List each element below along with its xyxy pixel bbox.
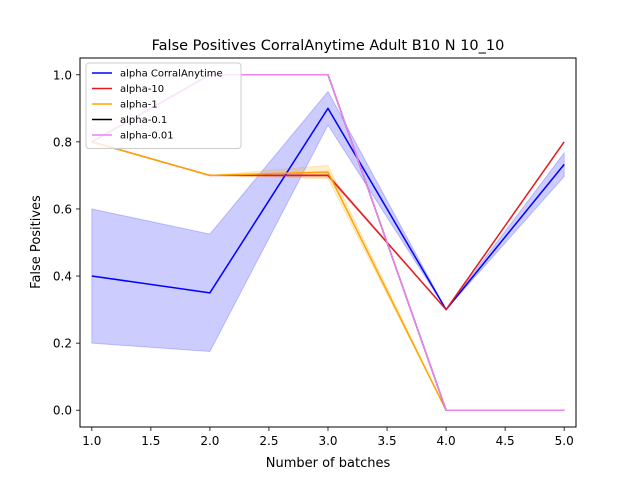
y-tick-label: 0.6 bbox=[53, 202, 72, 216]
legend-label-3: alpha-0.1 bbox=[120, 115, 167, 126]
y-tick-label: 0.2 bbox=[53, 337, 72, 351]
legend: alpha CorralAnytime alpha-10 alpha-1 alpha-… bbox=[85, 62, 242, 149]
x-axis-label: Number of batches bbox=[266, 456, 391, 471]
chart-title: False Positives CorralAnytime Adult B10 … bbox=[152, 38, 505, 54]
y-tick-label: 0.0 bbox=[53, 404, 72, 418]
series-band-2 bbox=[91, 141, 565, 411]
y-axis-label: False Positives bbox=[29, 195, 44, 289]
x-tick-label: 4.0 bbox=[437, 434, 456, 448]
x-tick-label: 1.0 bbox=[82, 434, 101, 448]
y-tick-label: 0.8 bbox=[53, 135, 72, 149]
y-axis-ticks: 0.0 0.2 0.4 0.6 0.8 1.0 bbox=[53, 68, 80, 418]
y-tick-label: 0.4 bbox=[53, 270, 72, 284]
x-tick-label: 3.5 bbox=[378, 434, 397, 448]
x-axis-ticks: 1.0 1.5 2.0 2.5 3.0 3.5 4.0 4.5 5.0 bbox=[82, 427, 574, 448]
legend-label-4: alpha-0.01 bbox=[120, 131, 174, 142]
legend-box bbox=[85, 62, 242, 149]
x-tick-label: 2.5 bbox=[259, 434, 278, 448]
x-tick-label: 4.5 bbox=[496, 434, 515, 448]
legend-label-0: alpha CorralAnytime bbox=[120, 69, 223, 80]
legend-label-1: alpha-10 bbox=[120, 84, 164, 95]
x-tick-label: 3.0 bbox=[318, 434, 337, 448]
x-tick-label: 5.0 bbox=[555, 434, 574, 448]
x-tick-label: 1.5 bbox=[141, 434, 160, 448]
legend-label-2: alpha-1 bbox=[120, 100, 158, 111]
y-tick-label: 1.0 bbox=[53, 68, 72, 82]
series-line-0 bbox=[91, 107, 565, 311]
series-band-0 bbox=[91, 90, 565, 353]
x-tick-label: 2.0 bbox=[200, 434, 219, 448]
